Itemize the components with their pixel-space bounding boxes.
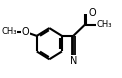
Text: O: O xyxy=(88,8,96,18)
Text: CH₃: CH₃ xyxy=(1,27,17,37)
Text: CH₃: CH₃ xyxy=(97,20,112,29)
Text: N: N xyxy=(70,56,77,66)
Text: O: O xyxy=(22,27,29,37)
